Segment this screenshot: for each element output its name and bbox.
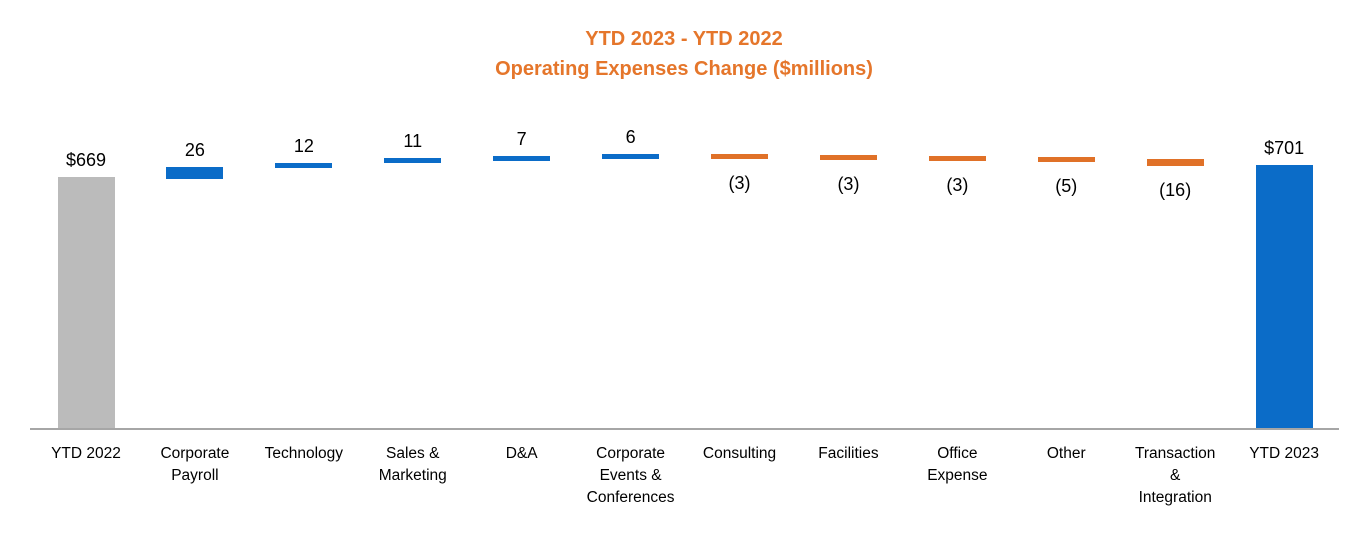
bar-ytd-2022 bbox=[57, 176, 115, 428]
category-label-facilities: Facilities bbox=[818, 445, 879, 462]
bar-transaction-integration bbox=[1146, 158, 1204, 166]
bar-office-expense bbox=[928, 155, 986, 161]
bar-facilities bbox=[819, 154, 877, 160]
value-label-transaction-integration: (16) bbox=[1159, 179, 1192, 200]
category-label-corporate-events-conferences: Corporate Events & Conferences bbox=[586, 445, 675, 506]
category-label-consulting: Consulting bbox=[702, 445, 777, 462]
category-label-office-expense: Office Expense bbox=[927, 445, 988, 484]
category-label-technology: Technology bbox=[264, 445, 344, 462]
chart-title-line2: Operating Expenses Change ($millions) bbox=[495, 58, 873, 80]
bar-ytd-2023 bbox=[1255, 164, 1313, 428]
category-label-corporate-payroll: Corporate Payroll bbox=[160, 445, 230, 484]
category-label-ytd-2022: YTD 2022 bbox=[51, 445, 121, 462]
chart-title: YTD 2023 - YTD 2022 Operating Expenses C… bbox=[0, 24, 1368, 84]
category-label-other: Other bbox=[1046, 445, 1086, 462]
value-label-ytd-2022: $669 bbox=[65, 149, 107, 170]
value-label-office-expense: (3) bbox=[946, 174, 969, 195]
bar-d-a bbox=[493, 155, 551, 161]
value-label-consulting: (3) bbox=[728, 172, 751, 193]
category-label-ytd-2023: YTD 2023 bbox=[1249, 445, 1319, 462]
value-label-technology: 12 bbox=[293, 135, 314, 156]
bar-technology bbox=[275, 162, 333, 168]
bar-corporate-events-conferences bbox=[602, 153, 660, 159]
value-label-sales-marketing: 11 bbox=[403, 131, 423, 152]
value-label-facilities: (3) bbox=[837, 173, 860, 194]
value-label-corporate-events-conferences: 6 bbox=[625, 126, 636, 147]
category-label-sales-marketing: Sales & Marketing bbox=[378, 445, 447, 484]
value-label-other: (5) bbox=[1055, 175, 1078, 196]
bar-consulting bbox=[711, 153, 769, 159]
chart-title-line1: YTD 2023 - YTD 2022 bbox=[585, 28, 783, 50]
value-label-d-a: 7 bbox=[516, 128, 527, 149]
category-label-d-a: D&A bbox=[505, 445, 538, 462]
bar-corporate-payroll bbox=[166, 167, 224, 179]
value-label-ytd-2023: $701 bbox=[1264, 137, 1305, 158]
bar-sales-marketing bbox=[384, 158, 442, 164]
value-label-corporate-payroll: 26 bbox=[184, 140, 205, 161]
bar-other bbox=[1037, 156, 1095, 162]
x-axis-line bbox=[30, 428, 1339, 430]
category-label-transaction-integration: Transaction & Integration bbox=[1134, 445, 1216, 506]
